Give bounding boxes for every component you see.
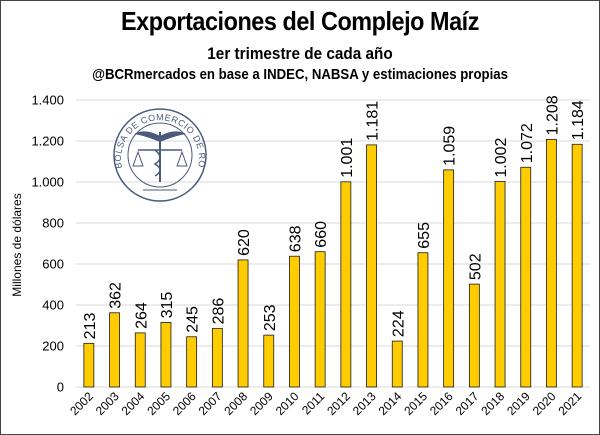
x-tick-label: 2021: [555, 389, 584, 418]
data-label-2004: 264: [133, 302, 150, 329]
bar-2014: [391, 340, 403, 388]
data-label-2006: 245: [185, 306, 202, 333]
data-label-2013: 1.181: [365, 101, 382, 141]
data-label-2003: 362: [108, 282, 125, 309]
bar-2007: [211, 327, 223, 388]
data-label-2011: 660: [313, 221, 330, 248]
data-label-2012: 1.001: [339, 138, 356, 178]
y-tick-label: 400: [42, 298, 64, 313]
data-label-2016: 1.059: [442, 126, 459, 166]
gridlines: [76, 99, 590, 388]
x-tick-label: 2013: [350, 389, 379, 418]
chart-subtitle: 1er trimestre de cada año: [207, 44, 393, 63]
x-tick-label: 2007: [196, 389, 225, 418]
bars: [83, 138, 583, 388]
bar-2016: [443, 169, 455, 388]
bar-2015: [417, 252, 429, 388]
x-tick-label: 2003: [93, 389, 122, 418]
data-label-2014: 224: [390, 310, 407, 337]
bar-2005: [160, 322, 172, 388]
bar-2018: [494, 181, 506, 388]
bar-2013: [366, 144, 377, 388]
data-label-2005: 315: [159, 292, 176, 319]
x-tick-label: 2009: [247, 389, 276, 418]
y-tick-label: 200: [42, 339, 64, 354]
x-tick-label: 2014: [376, 389, 405, 418]
data-label-2020: 1.208: [544, 95, 561, 135]
data-label-2009: 253: [262, 304, 279, 331]
x-tick-label: 2004: [119, 389, 148, 418]
bar-2006: [186, 336, 198, 388]
x-tick-label: 2010: [273, 389, 302, 418]
data-label-2002: 213: [82, 313, 99, 340]
data-label-2008: 620: [236, 229, 253, 256]
y-tick-label: 0: [57, 380, 64, 395]
x-tick-label: 2020: [530, 389, 559, 418]
y-axis-ticks: 0 200 400 600 800 1.000 1.200 1.400: [31, 93, 64, 395]
data-label-2019: 1.072: [519, 123, 536, 163]
bar-2019: [520, 166, 532, 388]
y-tick-label: 1.200: [31, 134, 64, 149]
data-label-2021: 1.184: [570, 100, 587, 140]
x-tick-label: 2011: [299, 389, 327, 417]
x-tick-label: 2005: [144, 389, 173, 418]
x-tick-label: 2018: [478, 389, 507, 418]
data-label-2018: 1.002: [493, 137, 510, 177]
chart-title: Exportaciones del Complejo Maíz: [121, 6, 479, 36]
bar-2002: [83, 342, 95, 388]
x-tick-label: 2012: [324, 389, 353, 418]
chart-source: @BCRmercados en base a INDEC, NABSA y es…: [92, 66, 508, 83]
bar-2020: [546, 138, 557, 388]
x-tick-label: 2015: [401, 389, 430, 418]
bar-2003: [109, 312, 120, 388]
bar-2009: [263, 334, 275, 388]
x-tick-label: 2019: [504, 389, 533, 418]
bar-2008: [237, 259, 249, 388]
data-label-2015: 655: [416, 222, 433, 249]
y-tick-label: 1.000: [31, 175, 64, 190]
x-tick-label: 2006: [170, 389, 199, 418]
x-tick-label: 2017: [453, 389, 482, 418]
y-tick-label: 600: [42, 257, 64, 272]
data-label-2007: 286: [210, 298, 227, 325]
x-tick-label: 2016: [427, 389, 456, 418]
y-tick-label: 800: [42, 216, 64, 231]
data-label-2010: 638: [287, 225, 304, 252]
x-axis-ticks: 2002200320042005200620072008200920102011…: [67, 389, 584, 418]
y-axis-label: Millones de dólares: [10, 193, 24, 296]
bar-2012: [340, 181, 352, 388]
bar-2010: [289, 255, 300, 388]
y-tick-label: 1.400: [31, 93, 64, 108]
x-tick-label: 2002: [67, 389, 96, 418]
bar-2017: [468, 283, 480, 388]
data-labels: 213 362 264 315 245 286 620 253 638 660 1.001 1.181…: [82, 95, 587, 339]
x-tick-label: 2008: [221, 389, 250, 418]
bar-2021: [571, 143, 583, 388]
data-label-2017: 502: [467, 253, 484, 280]
bar-2011: [314, 251, 326, 388]
bar-2004: [134, 332, 146, 388]
